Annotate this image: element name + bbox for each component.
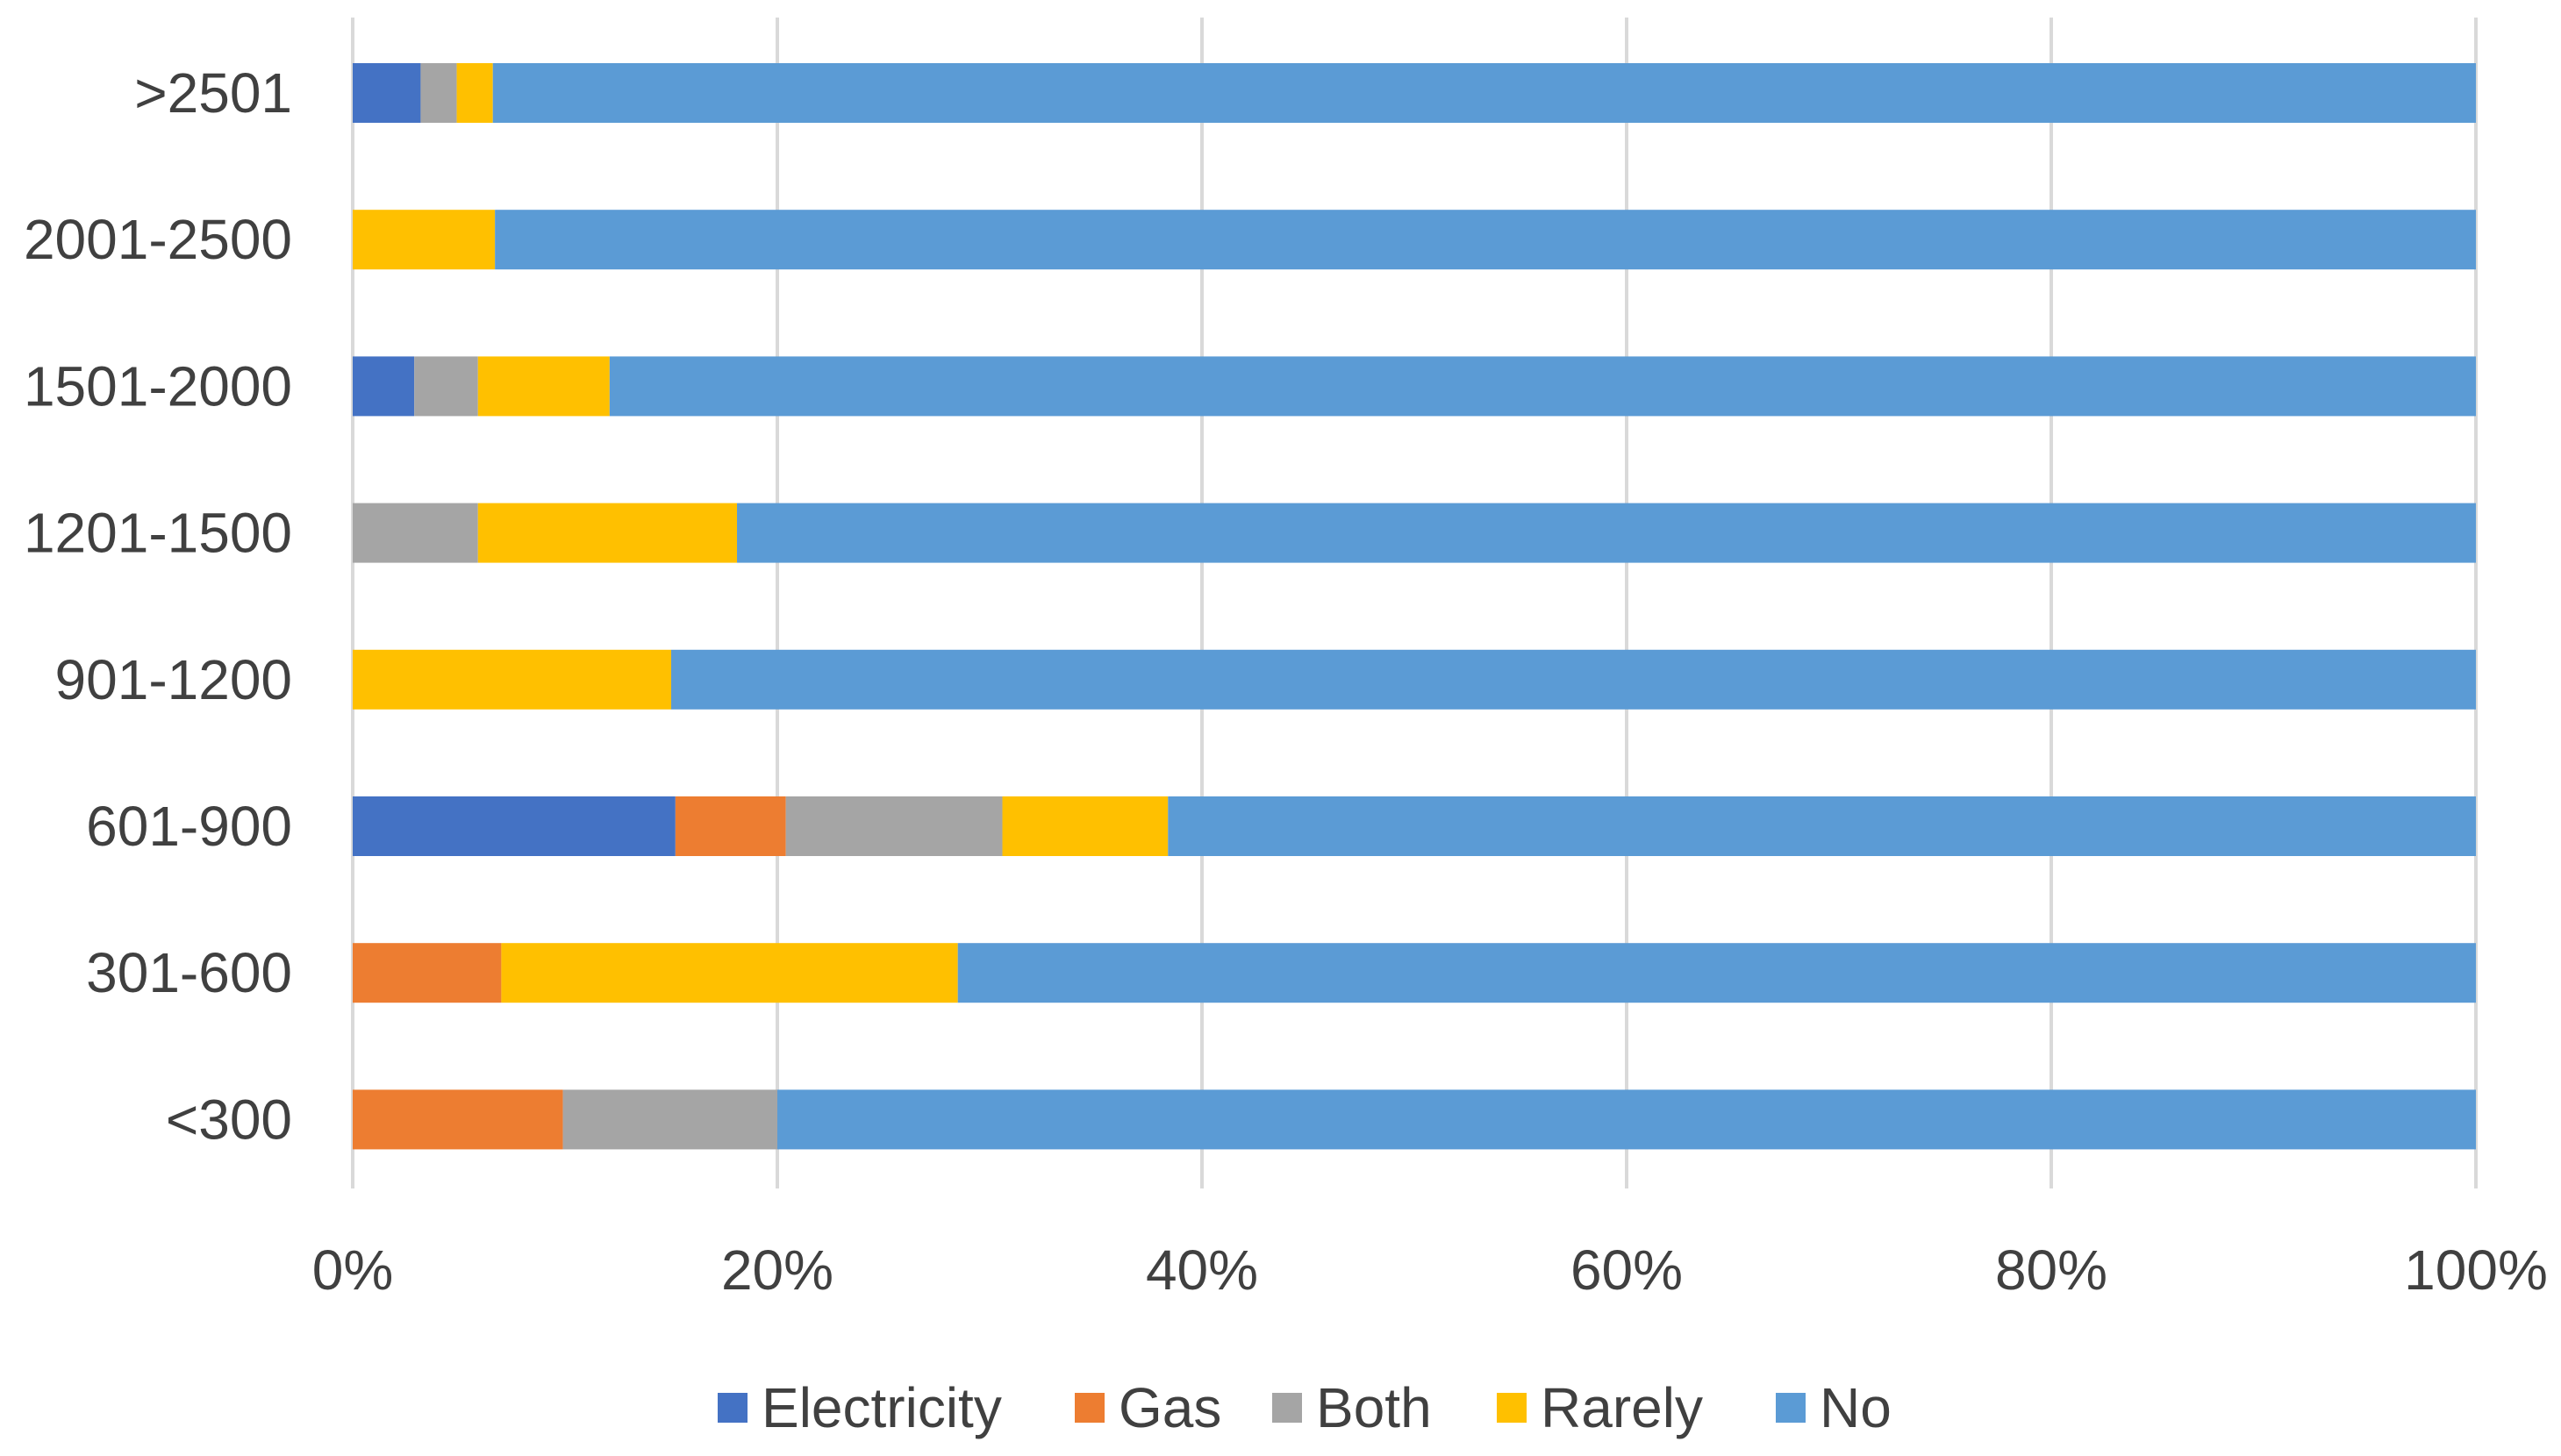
legend-label-rarely: Rarely xyxy=(1541,1376,1703,1439)
bar-segment-no-7 xyxy=(777,1089,2476,1150)
category-label: 2001-2500 xyxy=(24,208,292,271)
bar-segment-rarely-0 xyxy=(456,63,493,123)
category-label: 601-900 xyxy=(86,795,292,858)
bar-segment-both-7 xyxy=(562,1089,777,1150)
bar-segment-no-0 xyxy=(492,63,2476,123)
bar-segment-no-2 xyxy=(609,356,2476,417)
bar-segment-rarely-2 xyxy=(477,356,610,417)
x-tick-label: 20% xyxy=(721,1238,833,1302)
bar-segment-electricity-0 xyxy=(353,63,421,123)
category-labels: >2501 2001-2500 1501-2000 1201-1500 901-1200… xyxy=(24,61,292,1151)
legend-label-electricity: Electricity xyxy=(762,1376,1002,1439)
bar-segment-rarely-3 xyxy=(477,503,738,563)
bar-segment-no-6 xyxy=(957,943,2476,1003)
x-tick-label: 60% xyxy=(1570,1238,1683,1302)
bar-segment-no-1 xyxy=(495,210,2476,270)
legend-label-no: No xyxy=(1820,1376,1892,1439)
bar-segment-no-4 xyxy=(671,649,2476,710)
legend-label-gas: Gas xyxy=(1119,1376,1221,1439)
bar-segment-rarely-5 xyxy=(1002,796,1169,856)
legend: Electricity Gas Both Rarely No xyxy=(718,1376,1892,1439)
gridlines xyxy=(351,18,2478,1188)
x-tick-label: 100% xyxy=(2404,1238,2548,1302)
legend-swatch-gas xyxy=(1075,1393,1105,1423)
category-label: >2501 xyxy=(134,61,292,125)
bar-segment-both-3 xyxy=(353,503,478,563)
bar-segment-gas-6 xyxy=(353,943,502,1003)
bar-segment-rarely-1 xyxy=(353,210,496,270)
bar-segment-both-5 xyxy=(785,796,1003,856)
category-label: 1501-2000 xyxy=(24,354,292,418)
bar-segment-no-5 xyxy=(1168,796,2476,856)
category-label: 301-600 xyxy=(86,941,292,1004)
bar-segment-rarely-6 xyxy=(501,943,958,1003)
bar-segment-gas-5 xyxy=(675,796,786,856)
category-label: 1201-1500 xyxy=(24,502,292,565)
x-tick-label: 40% xyxy=(1146,1238,1258,1302)
x-tick-label: 0% xyxy=(312,1238,394,1302)
legend-label-both: Both xyxy=(1316,1376,1432,1439)
legend-swatch-electricity xyxy=(718,1393,748,1423)
legend-swatch-rarely xyxy=(1497,1393,1527,1423)
x-tick-label: 80% xyxy=(1995,1238,2107,1302)
bar-segment-rarely-4 xyxy=(353,649,671,710)
legend-swatch-both xyxy=(1272,1393,1302,1423)
bar-segment-electricity-5 xyxy=(353,796,676,856)
bars xyxy=(353,63,2476,1150)
bar-segment-gas-7 xyxy=(353,1089,563,1150)
legend-swatch-no xyxy=(1776,1393,1806,1423)
bar-segment-electricity-2 xyxy=(353,356,415,417)
x-tick-labels: 0% 20% 40% 60% 80% 100% xyxy=(312,1238,2548,1302)
bar-segment-no-3 xyxy=(737,503,2476,563)
category-label: 901-1200 xyxy=(55,648,292,711)
bar-segment-both-2 xyxy=(414,356,478,417)
category-label: <300 xyxy=(166,1088,292,1151)
bar-segment-both-0 xyxy=(420,63,457,123)
